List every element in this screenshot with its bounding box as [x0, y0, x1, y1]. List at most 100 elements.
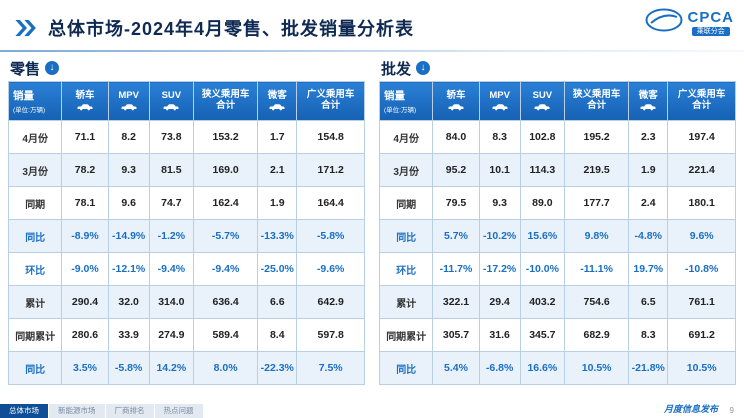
table-row: 环比 -11.7% -17.2% -10.0% -11.1% 19.7% -10.8% [378, 252, 736, 286]
row-label: 同比 [7, 351, 63, 385]
value-cell: 164.4 [296, 186, 365, 220]
value-cell: 9.3 [478, 186, 521, 220]
value-cell: 162.4 [193, 186, 259, 220]
double-chevron-icon [14, 20, 40, 36]
table-row: 4月份 84.0 8.3 102.8 195.2 2.3 197.4 [378, 120, 736, 154]
row-label: 同期 [378, 186, 434, 220]
value-cell: 6.5 [628, 285, 669, 319]
value-cell: 589.4 [193, 318, 259, 352]
value-cell: -11.7% [432, 252, 480, 286]
table-row: 同比 3.5% -5.8% 14.2% 8.0% -22.3% 7.5% [7, 351, 365, 385]
value-cell: 197.4 [667, 120, 736, 154]
value-cell: 114.3 [519, 153, 566, 187]
value-cell: 221.4 [667, 153, 736, 187]
row-label: 4月份 [7, 120, 63, 154]
value-cell: 31.6 [478, 318, 521, 352]
value-cell: 79.5 [432, 186, 480, 220]
sedan-icon [63, 103, 107, 111]
value-cell: 154.8 [296, 120, 365, 154]
value-cell: -9.6% [296, 252, 365, 286]
value-cell: 2.1 [257, 153, 298, 187]
value-cell: 7.5% [296, 351, 365, 385]
row-label: 同期累计 [7, 318, 63, 352]
footer-tab-热点问题[interactable]: 热点问题 [154, 404, 204, 418]
value-cell: 1.7 [257, 120, 298, 154]
value-cell: 102.8 [519, 120, 566, 154]
value-cell: -12.1% [107, 252, 150, 286]
row-label: 累计 [7, 285, 63, 319]
suv-icon [521, 103, 564, 111]
logo-acronym: CPCA [687, 8, 734, 26]
column-header: 轿车 [432, 81, 480, 121]
row-label: 环比 [378, 252, 434, 286]
down-arrow-icon: ↓ [416, 61, 431, 75]
column-header: SUV [148, 81, 195, 121]
value-cell: 290.4 [61, 285, 109, 319]
value-cell: 171.2 [296, 153, 365, 187]
value-cell: 597.8 [296, 318, 365, 352]
value-cell: -1.2% [148, 219, 195, 253]
section-title-text: 批发 [381, 60, 412, 78]
suv-icon [150, 103, 193, 111]
value-cell: -9.0% [61, 252, 109, 286]
value-cell: -5.7% [193, 219, 259, 253]
value-cell: 5.7% [432, 219, 480, 253]
row-label: 累计 [378, 285, 434, 319]
value-cell: 314.0 [148, 285, 195, 319]
footer-tab-总体市场[interactable]: 总体市场 [0, 404, 49, 418]
value-cell: -5.8% [296, 219, 365, 253]
value-cell: 1.9 [628, 153, 669, 187]
value-cell: 1.9 [257, 186, 298, 220]
value-cell: 274.9 [148, 318, 195, 352]
value-cell: -6.8% [478, 351, 521, 385]
value-cell: 9.8% [564, 219, 630, 253]
sales-table: 销量 (单位:万辆) 轿车 MPV SUV 狭义乘用车 合计 微客 广义乘用车 合计 4月份 71… [7, 81, 365, 385]
column-header: 广义乘用车 合计 [667, 81, 736, 121]
value-cell: -4.8% [628, 219, 669, 253]
row-label: 环比 [7, 252, 63, 286]
value-cell: -14.9% [107, 219, 150, 253]
footer-tab-厂商排名[interactable]: 厂商排名 [105, 404, 155, 418]
column-header: 微客 [257, 81, 298, 121]
value-cell: 9.6% [667, 219, 736, 253]
footer-tab-新能源市场[interactable]: 新能源市场 [49, 404, 106, 418]
retail-table-section: 零售 ↓ 销量 (单位:万辆) 轿车 MPV SUV 狭义乘用车 合计 微客 广义乘用车 合计 4月… [7, 58, 365, 385]
row-label: 同比 [378, 351, 434, 385]
table-row: 同期 79.5 9.3 89.0 177.7 2.4 180.1 [378, 186, 736, 220]
logo-text: CPCA 乘联分会 [687, 10, 734, 36]
row-label: 同期累计 [378, 318, 434, 352]
tables-area: 零售 ↓ 销量 (单位:万辆) 轿车 MPV SUV 狭义乘用车 合计 微客 广义乘用车 合计 4月… [7, 58, 736, 385]
table-row: 累计 290.4 32.0 314.0 636.4 6.6 642.9 [7, 285, 365, 319]
van-icon [630, 103, 667, 111]
down-arrow-icon: ↓ [45, 61, 60, 75]
value-cell: 345.7 [519, 318, 566, 352]
value-cell: -10.8% [667, 252, 736, 286]
column-header: 轿车 [61, 81, 109, 121]
table-row: 同期累计 280.6 33.9 274.9 589.4 8.4 597.8 [7, 318, 365, 352]
row-label: 4月份 [378, 120, 434, 154]
logo-ellipse-icon [645, 8, 683, 37]
page-number: 9 [729, 406, 734, 415]
van-icon [259, 103, 296, 111]
header-divider [0, 50, 744, 52]
value-cell: 8.3 [478, 120, 521, 154]
value-cell: 691.2 [667, 318, 736, 352]
value-cell: 9.6 [107, 186, 150, 220]
value-cell: 180.1 [667, 186, 736, 220]
table-row: 3月份 95.2 10.1 114.3 219.5 1.9 221.4 [378, 153, 736, 187]
value-cell: 195.2 [564, 120, 630, 154]
table-row: 3月份 78.2 9.3 81.5 169.0 2.1 171.2 [7, 153, 365, 187]
value-cell: 74.7 [148, 186, 195, 220]
value-cell: -9.4% [193, 252, 259, 286]
value-cell: 2.3 [628, 120, 669, 154]
value-cell: -25.0% [257, 252, 298, 286]
mpv-icon [480, 103, 519, 111]
unit-header: 销量 (单位:万辆) [7, 81, 63, 121]
column-header: MPV [478, 81, 521, 121]
value-cell: 8.2 [107, 120, 150, 154]
value-cell: 8.3 [628, 318, 669, 352]
value-cell: 81.5 [148, 153, 195, 187]
column-header: 微客 [628, 81, 669, 121]
value-cell: 89.0 [519, 186, 566, 220]
